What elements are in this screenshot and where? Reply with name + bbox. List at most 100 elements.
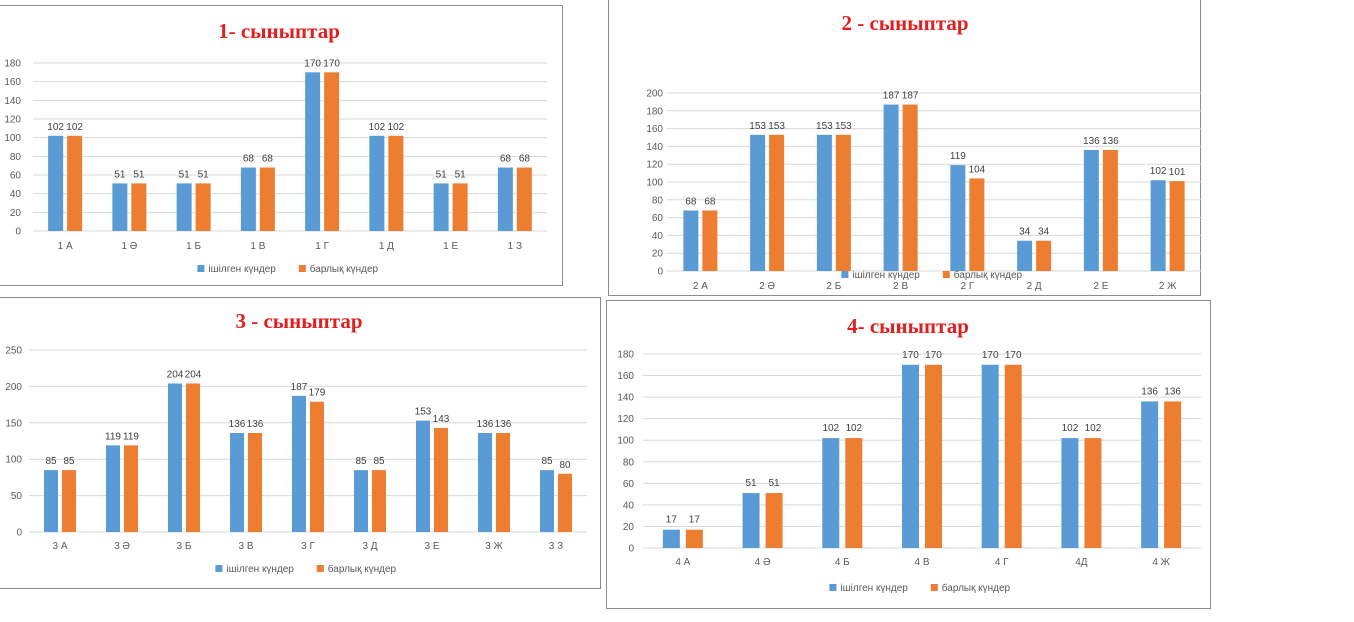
data-label: 102	[845, 423, 862, 434]
bar-series-1	[981, 364, 999, 548]
y-tick-label: 20	[623, 522, 635, 533]
y-tick-label: 0	[657, 267, 663, 278]
bar-series-1	[1150, 180, 1166, 271]
bar-series-2	[925, 364, 942, 548]
y-tick-label: 0	[15, 227, 21, 238]
y-tick-label: 160	[617, 371, 634, 382]
y-tick-label: 180	[646, 106, 663, 117]
category-label: 3 З	[549, 541, 563, 552]
bar-series-1	[478, 432, 492, 532]
y-tick-label: 200	[646, 89, 663, 100]
legend-swatch-series-2	[930, 584, 938, 591]
category-label: 1 Д	[379, 241, 394, 252]
y-tick-label: 180	[4, 59, 21, 70]
bar-series-2	[835, 134, 851, 271]
bar-series-1	[44, 470, 58, 532]
chart-title: 4- сыныптар	[847, 314, 969, 338]
chart-title: 3 - сыныптар	[235, 309, 362, 333]
data-label: 136	[1083, 136, 1100, 147]
category-label: 1 Е	[443, 241, 458, 252]
data-label: 51	[179, 169, 191, 180]
category-label: 2 Д	[1027, 281, 1042, 292]
bar-series-1	[497, 167, 513, 231]
legend-label-series-2: барлық күндер	[954, 269, 1023, 281]
category-label: 1 Г	[315, 241, 329, 252]
data-label: 136	[1141, 386, 1158, 397]
data-label: 68	[519, 154, 531, 165]
bar-series-2	[259, 167, 275, 231]
y-tick-label: 100	[646, 178, 663, 189]
data-label: 104	[969, 164, 986, 175]
bar-series-2	[702, 210, 718, 271]
y-tick-label: 60	[10, 171, 22, 182]
bar-series-1	[112, 183, 128, 231]
data-label: 51	[114, 169, 126, 180]
data-label: 170	[902, 350, 919, 361]
bar-series-1	[369, 135, 385, 231]
data-label: 102	[1062, 423, 1079, 434]
data-label: 119	[950, 151, 966, 162]
y-tick-label: 140	[4, 96, 21, 107]
bar-series-2	[388, 135, 404, 231]
bar-series-2	[124, 445, 138, 532]
bar-series-1	[683, 210, 699, 271]
data-label: 153	[768, 121, 785, 132]
data-label: 68	[243, 154, 255, 165]
category-label: 3 Ә	[114, 541, 130, 552]
y-tick-label: 120	[646, 160, 663, 171]
category-label: 1 А	[58, 241, 73, 252]
category-label: 4 Б	[835, 557, 850, 568]
bar-series-2	[902, 104, 918, 271]
data-label: 187	[883, 91, 900, 102]
bar-series-1	[433, 183, 449, 231]
bar-series-1	[540, 470, 554, 532]
chart-panel-grade-3: 3 - сыныптар 0 50 100 150 200 250 85 85 3 А 119 119…	[0, 297, 601, 589]
legend-swatch-series-1	[215, 565, 223, 572]
bar-series-1	[822, 438, 840, 548]
bar-series-2	[248, 432, 262, 532]
category-label: 1 В	[250, 241, 265, 252]
bar-chart-grade-4: 4- сыныптар 0 20 40 60 80 100 120 140 160 180 17 17 4…	[617, 314, 1201, 594]
bar-series-2	[131, 183, 147, 231]
bar-series-2	[1084, 438, 1102, 548]
bar-series-1	[883, 104, 899, 271]
chart-panel-grade-4: 4- сыныптар 0 20 40 60 80 100 120 140 160 180 17 17 4…	[606, 300, 1211, 609]
bar-series-2	[195, 183, 211, 231]
category-label: 4 А	[675, 557, 690, 568]
data-label: 204	[185, 369, 202, 380]
legend: ішілген күндер барлық күндер	[197, 263, 379, 275]
category-label: 4 Ж	[1152, 557, 1170, 568]
data-label: 204	[167, 369, 184, 380]
bar-series-2	[558, 473, 572, 532]
y-tick-label: 0	[16, 528, 22, 539]
data-label: 101	[1169, 167, 1186, 178]
data-label: 85	[373, 456, 385, 467]
bar-series-1	[176, 183, 192, 231]
y-tick-label: 40	[652, 231, 664, 242]
bar-series-2	[372, 470, 386, 532]
y-tick-label: 50	[11, 491, 23, 502]
data-label: 136	[1102, 136, 1119, 147]
y-tick-label: 80	[623, 457, 635, 468]
data-label: 153	[415, 407, 432, 418]
y-tick-label: 60	[652, 213, 664, 224]
category-label: 2 Ж	[1159, 281, 1177, 292]
y-tick-label: 160	[4, 77, 21, 88]
data-label: 51	[436, 169, 448, 180]
data-label: 68	[704, 196, 716, 207]
y-tick-label: 200	[5, 382, 22, 393]
data-label: 51	[769, 478, 781, 489]
bar-series-1	[1141, 401, 1159, 548]
bar-series-1	[240, 167, 256, 231]
category-label: 3 В	[238, 541, 253, 552]
bar-series-1	[305, 72, 321, 231]
category-label: 1 Б	[186, 241, 201, 252]
category-label: 2 Б	[826, 281, 841, 292]
data-label: 153	[816, 121, 833, 132]
legend-label-series-2: барлық күндер	[942, 582, 1011, 594]
category-label: 2 В	[893, 281, 908, 292]
bar-series-2	[1036, 240, 1052, 271]
y-tick-label: 0	[628, 544, 634, 555]
bar-series-1	[1061, 438, 1079, 548]
